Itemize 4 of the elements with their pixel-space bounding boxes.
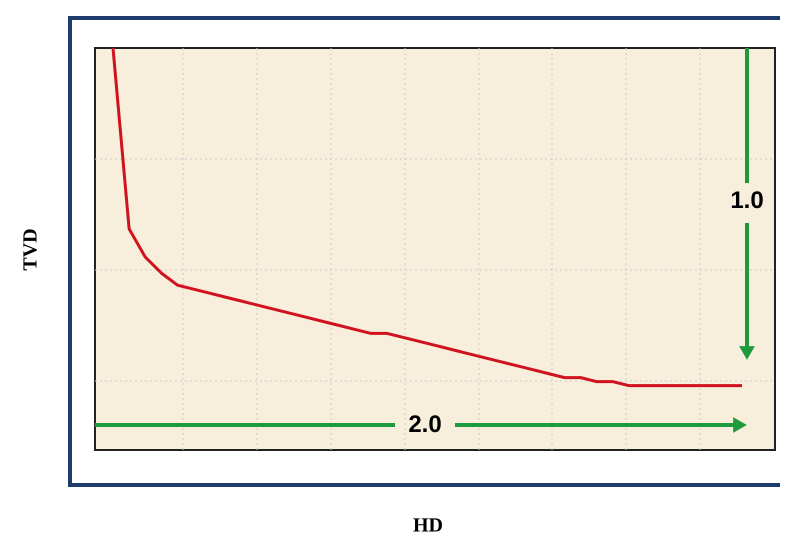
annotation: 1.0 <box>730 187 764 214</box>
annotation: 2.0 <box>408 411 442 438</box>
y-axis-title: TVD <box>20 228 42 271</box>
x-axis-title: HD <box>413 514 443 536</box>
